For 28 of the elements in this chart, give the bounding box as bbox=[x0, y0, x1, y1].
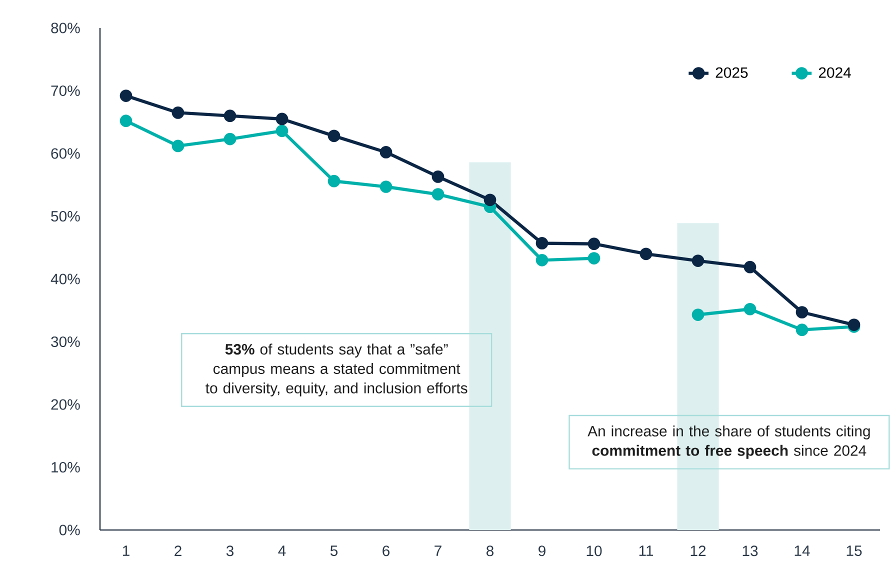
y-tick-label: 40% bbox=[50, 274, 80, 284]
x-tick-label: 2 bbox=[174, 546, 182, 556]
x-tick-label: 7 bbox=[434, 546, 442, 556]
y-tick-label: 70% bbox=[51, 85, 80, 96]
x-tick-label: 5 bbox=[330, 546, 338, 556]
y-tick-label: 10% bbox=[52, 462, 80, 473]
x-tick-label: 3 bbox=[226, 546, 234, 556]
legend-label: 2024 bbox=[818, 67, 851, 78]
x-tick-label: 9 bbox=[538, 546, 546, 556]
x-tick-label: 13 bbox=[742, 546, 758, 556]
y-tick-label: 60% bbox=[51, 148, 80, 159]
x-tick-label: 11 bbox=[639, 546, 654, 556]
y-tick-label: 20% bbox=[51, 399, 80, 410]
legend-label: 2025 bbox=[716, 67, 748, 78]
x-tick-label: 10 bbox=[586, 546, 602, 556]
x-tick-label: 1 bbox=[122, 546, 130, 556]
y-tick-label: 50% bbox=[51, 210, 80, 222]
y-tick-label: 0% bbox=[59, 524, 80, 536]
x-tick-label: 4 bbox=[278, 546, 286, 556]
y-tick-label: 30% bbox=[51, 336, 80, 348]
x-tick-label: 8 bbox=[486, 546, 494, 556]
annotation: An increase in the share of students citing commitment to free speech since 2024 bbox=[588, 425, 870, 459]
x-tick-label: 12 bbox=[690, 546, 706, 556]
x-tick-label: 6 bbox=[382, 546, 390, 556]
x-tick-label: 15 bbox=[846, 546, 862, 556]
y-tick-label: 80% bbox=[51, 22, 80, 34]
x-tick-label: 14 bbox=[794, 546, 810, 556]
annotation: 53% of students say that a ”safe” campus means a stated commitment to diversity, equity, and inclusion efforts bbox=[206, 344, 468, 396]
